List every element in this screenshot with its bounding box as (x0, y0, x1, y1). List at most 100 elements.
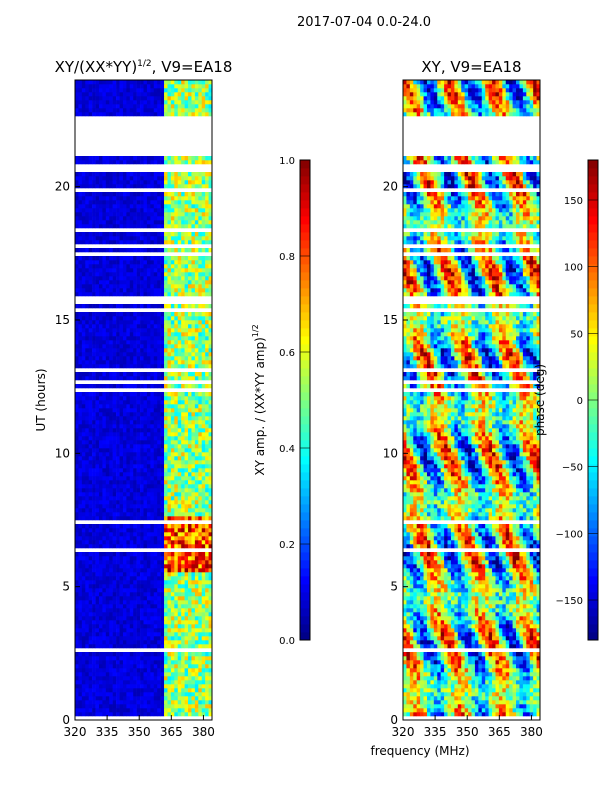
amplitude-cell (140, 596, 144, 601)
amplitude-cell (181, 692, 185, 697)
amplitude-cell (105, 472, 110, 477)
amplitude-cell (122, 480, 127, 485)
amplitude-cell (129, 624, 134, 629)
amplitude-cell (78, 680, 83, 685)
amplitude-cell (92, 172, 96, 177)
amplitude-cell (188, 352, 192, 357)
amplitude-cell (133, 700, 137, 705)
amplitude-cell (194, 336, 199, 341)
amplitude-cell (112, 560, 117, 565)
amplitude-cell (122, 180, 127, 185)
amplitude-cell (116, 180, 120, 185)
amplitude-cell (92, 704, 96, 709)
amplitude-cell (122, 572, 127, 577)
amplitude-cell (129, 392, 134, 397)
amplitude-cell (174, 532, 179, 537)
amplitude-cell (116, 500, 120, 505)
amplitude-cell (174, 212, 179, 217)
amplitude-cell (122, 192, 127, 197)
amplitude-cell (157, 240, 161, 245)
amplitude-cell (102, 404, 107, 409)
amplitude-cell (167, 532, 172, 537)
amplitude-cell (146, 576, 151, 581)
amplitude-cell (95, 608, 100, 613)
amplitude-cell (184, 180, 189, 185)
amplitude-cell (177, 616, 182, 621)
amplitude-cell (201, 216, 206, 221)
amplitude-cell (205, 432, 209, 437)
amplitude-cell (116, 336, 120, 341)
amplitude-cell (105, 332, 110, 337)
amplitude-cell (122, 672, 127, 677)
amplitude-cell (81, 172, 86, 177)
amplitude-cell (146, 236, 151, 241)
amplitude-cell (140, 528, 144, 533)
amplitude-cell (85, 180, 89, 185)
amplitude-cell (78, 204, 83, 209)
amplitude-cell (153, 496, 158, 501)
amplitude-cell (201, 688, 206, 693)
amplitude-cell (170, 536, 175, 541)
amplitude-cell (122, 652, 127, 657)
amplitude-cell (98, 440, 103, 445)
amplitude-cell (85, 392, 89, 397)
amplitude-cell (98, 672, 103, 677)
amplitude-cell (143, 180, 148, 185)
amplitude-cell (198, 568, 203, 573)
amplitude-cell (150, 456, 155, 461)
amplitude-cell (105, 212, 110, 217)
amplitude-cell (177, 504, 182, 509)
amplitude-cell (188, 376, 192, 381)
amplitude-cell (143, 492, 148, 497)
amplitude-cell (181, 428, 185, 433)
amplitude-cell (112, 596, 117, 601)
amplitude-cell (78, 184, 83, 189)
amplitude-cell (201, 452, 206, 457)
amplitude-cell (188, 420, 192, 425)
amplitude-cell (181, 372, 185, 377)
amplitude-cell (129, 204, 134, 209)
amplitude-cell (198, 176, 203, 181)
amplitude-cell (109, 508, 113, 513)
amplitude-cell (157, 528, 161, 533)
amplitude-cell (150, 560, 155, 565)
amplitude-cell (122, 256, 127, 261)
amplitude-cell (205, 276, 209, 281)
amplitude-cell (133, 456, 137, 461)
amplitude-cell (177, 532, 182, 537)
amplitude-cell (102, 516, 107, 521)
amplitude-cell (205, 480, 209, 485)
amplitude-cell (133, 636, 137, 641)
amplitude-cell (102, 400, 107, 405)
amplitude-cell (119, 456, 124, 461)
amplitude-cell (98, 304, 103, 309)
amplitude-cell (109, 496, 113, 501)
amplitude-cell (150, 412, 155, 417)
amplitude-cell (188, 660, 192, 665)
amplitude-cell (157, 468, 161, 473)
amplitude-cell (78, 212, 83, 217)
amplitude-cell (116, 628, 120, 633)
amplitude-cell (191, 340, 196, 345)
amplitude-cell (170, 336, 175, 341)
amplitude-cell (170, 600, 175, 605)
amplitude-cell (194, 524, 199, 529)
amplitude-cell (188, 268, 192, 273)
amplitude-cell (167, 224, 172, 229)
amplitude-cell (188, 468, 192, 473)
amplitude-cell (181, 448, 185, 453)
amplitude-cell (157, 312, 161, 317)
amplitude-cell (126, 396, 131, 401)
amplitude-cell (105, 664, 110, 669)
amplitude-cell (194, 692, 199, 697)
amplitude-cell (146, 352, 151, 357)
amplitude-cell (201, 592, 206, 597)
amplitude-cell (188, 240, 192, 245)
amplitude-cell (160, 236, 165, 241)
amplitude-cell (150, 496, 155, 501)
amplitude-cell (112, 392, 117, 397)
amplitude-cell (122, 404, 127, 409)
amplitude-cell (78, 620, 83, 625)
amplitude-cell (153, 408, 158, 413)
amplitude-cell (133, 180, 137, 185)
